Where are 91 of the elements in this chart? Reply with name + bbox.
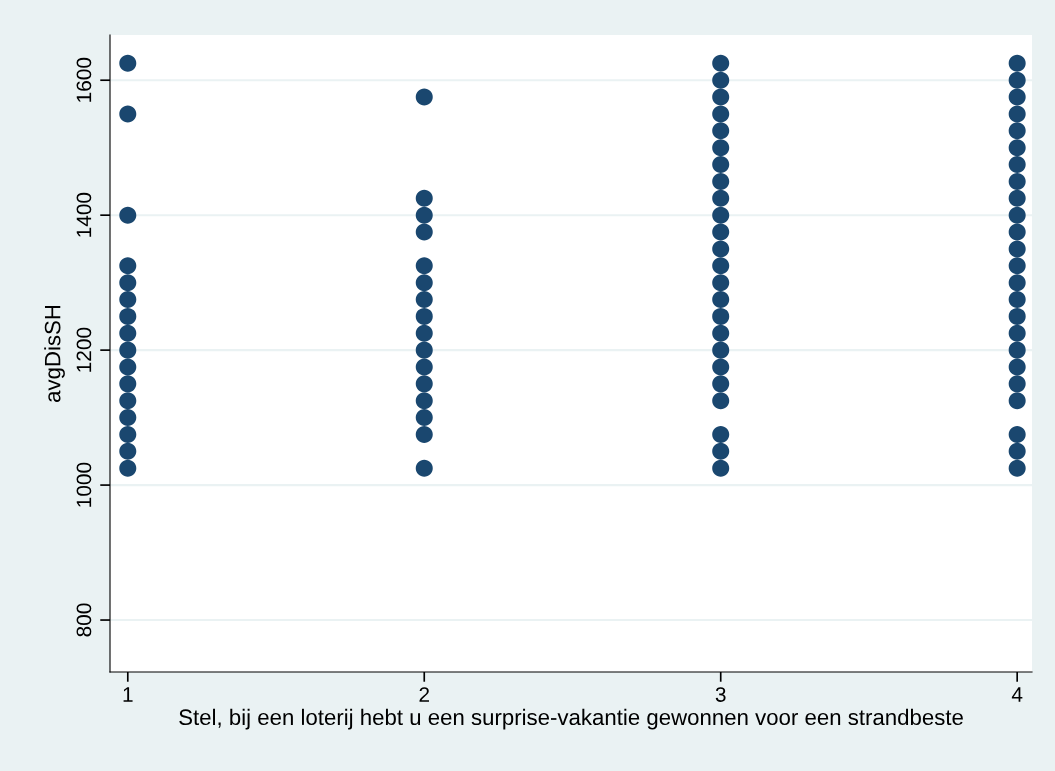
- y-tick-label: 1200: [76, 327, 92, 372]
- point: [712, 324, 730, 342]
- point: [119, 459, 137, 477]
- point: [712, 71, 730, 89]
- point: [415, 291, 433, 309]
- point: [712, 139, 730, 157]
- point: [1008, 71, 1026, 89]
- point: [1008, 324, 1026, 342]
- point: [712, 240, 730, 258]
- point: [1008, 358, 1026, 376]
- point: [415, 88, 433, 106]
- x-tick-label: 1: [123, 687, 133, 702]
- point: [1008, 257, 1026, 275]
- point: [1008, 122, 1026, 140]
- point: [119, 54, 137, 72]
- point: [415, 425, 433, 443]
- point: [712, 54, 730, 72]
- point: [415, 375, 433, 393]
- point: [1008, 54, 1026, 72]
- point: [712, 189, 730, 207]
- point: [1008, 105, 1026, 123]
- point: [119, 341, 137, 359]
- point: [415, 223, 433, 241]
- point: [415, 307, 433, 325]
- y-tick-label: 1400: [76, 192, 92, 237]
- point: [712, 122, 730, 140]
- point: [415, 409, 433, 427]
- point: [1008, 139, 1026, 157]
- y-tick-label: 1600: [76, 57, 92, 102]
- point: [712, 223, 730, 241]
- point: [415, 274, 433, 292]
- point: [712, 459, 730, 477]
- y-axis-title: avgDisSH: [44, 305, 65, 402]
- point: [119, 442, 137, 460]
- point: [712, 358, 730, 376]
- point: [415, 189, 433, 207]
- point: [712, 274, 730, 292]
- point: [712, 206, 730, 224]
- x-tick-label: 4: [1011, 687, 1023, 702]
- point: [119, 206, 137, 224]
- point: [1008, 425, 1026, 443]
- point: [119, 274, 137, 292]
- point: [1008, 156, 1026, 174]
- point: [415, 358, 433, 376]
- point: [712, 172, 730, 190]
- point: [119, 392, 137, 410]
- point: [415, 392, 433, 410]
- point: [1008, 392, 1026, 410]
- point: [1008, 274, 1026, 292]
- point: [415, 257, 433, 275]
- point: [1008, 375, 1026, 393]
- point: [119, 105, 137, 123]
- point: [119, 425, 137, 443]
- point: [415, 459, 433, 477]
- point: [1008, 459, 1026, 477]
- point: [415, 206, 433, 224]
- point: [119, 358, 137, 376]
- point: [712, 257, 730, 275]
- point: [1008, 307, 1026, 325]
- y-tick-label: 1000: [76, 462, 92, 507]
- point: [1008, 442, 1026, 460]
- point: [415, 341, 433, 359]
- point: [119, 257, 137, 275]
- point: [119, 324, 137, 342]
- point: [119, 409, 137, 427]
- point: [119, 291, 137, 309]
- point: [712, 442, 730, 460]
- point: [1008, 206, 1026, 224]
- point: [1008, 240, 1026, 258]
- x-tick-label: 2: [419, 687, 429, 702]
- x-axis-title: Stel, bij een loterij hebt u een surprise-vakantie gewonnen voor een strandbeste: [179, 708, 963, 730]
- point: [119, 375, 137, 393]
- point: [712, 291, 730, 309]
- point: [1008, 291, 1026, 309]
- point: [415, 324, 433, 342]
- y-tick-label: 800: [76, 603, 92, 637]
- point: [712, 341, 730, 359]
- point: [1008, 189, 1026, 207]
- x-tick-label: 3: [715, 687, 726, 702]
- point: [712, 425, 730, 443]
- point: [712, 392, 730, 410]
- point: [1008, 223, 1026, 241]
- point: [712, 88, 730, 106]
- point: [712, 105, 730, 123]
- point: [1008, 88, 1026, 106]
- point: [1008, 341, 1026, 359]
- point: [1008, 172, 1026, 190]
- point: [712, 375, 730, 393]
- point: [119, 307, 137, 325]
- point: [712, 307, 730, 325]
- point: [712, 156, 730, 174]
